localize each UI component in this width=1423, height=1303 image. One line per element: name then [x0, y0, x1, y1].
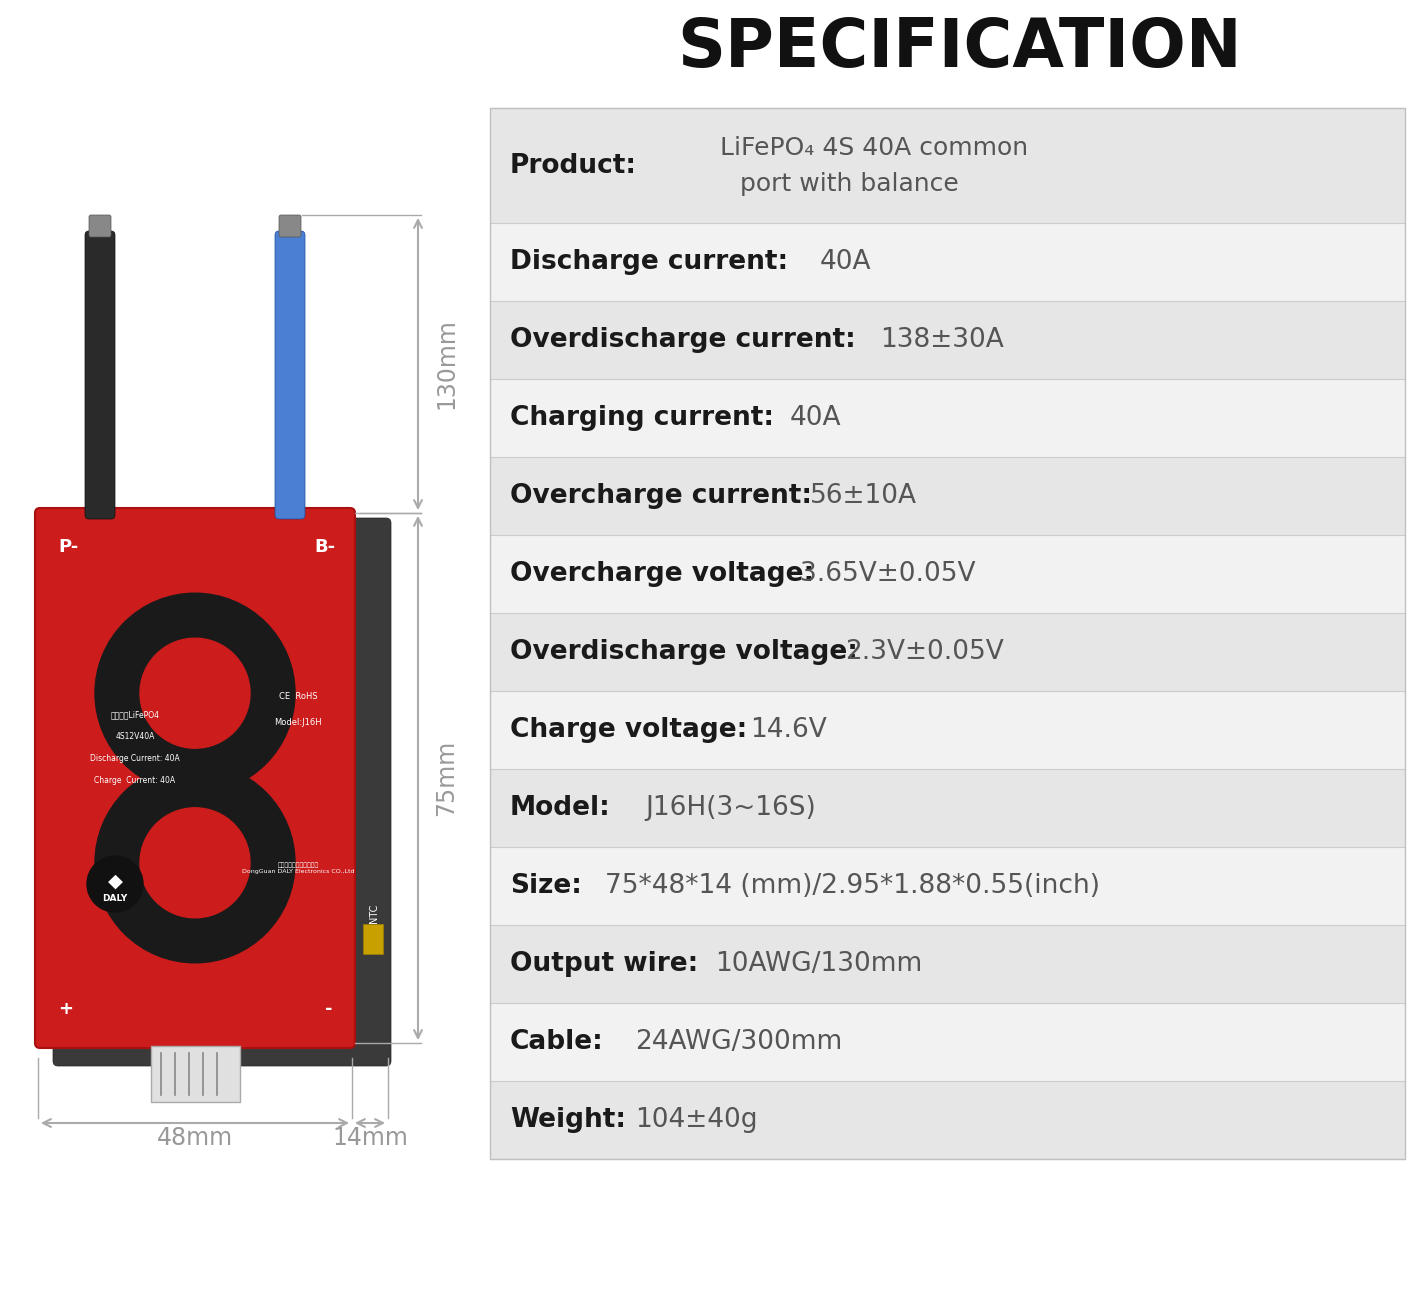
Text: Product:: Product: [509, 152, 638, 179]
Text: NTC: NTC [369, 903, 379, 923]
Bar [490, 108, 1405, 1158]
FancyBboxPatch shape [90, 215, 111, 237]
Text: CE  RoHS: CE RoHS [279, 692, 317, 701]
Bar [490, 1003, 1405, 1081]
Bar [490, 457, 1405, 536]
FancyBboxPatch shape [53, 519, 391, 1066]
Circle shape [139, 808, 250, 917]
Circle shape [87, 856, 142, 912]
Text: 14mm: 14mm [332, 1126, 408, 1151]
Text: 56±10A: 56±10A [810, 483, 916, 509]
Bar [490, 301, 1405, 379]
Text: Charge voltage:: Charge voltage: [509, 717, 747, 743]
Text: +: + [58, 999, 73, 1018]
FancyBboxPatch shape [279, 215, 302, 237]
Text: Charging current:: Charging current: [509, 405, 774, 431]
Text: 48mm: 48mm [157, 1126, 233, 1151]
Text: Overcharge voltage:: Overcharge voltage: [509, 562, 814, 586]
Text: Output wire:: Output wire: [509, 951, 699, 977]
Text: 4S12V40A: 4S12V40A [115, 732, 155, 741]
Bar [490, 223, 1405, 301]
Text: 40A: 40A [820, 249, 871, 275]
Text: Model:J16H: Model:J16H [275, 718, 322, 727]
Text: -: - [324, 999, 332, 1018]
FancyBboxPatch shape [85, 231, 115, 519]
Text: 10AWG/130mm: 10AWG/130mm [714, 951, 922, 977]
Bar [490, 536, 1405, 612]
Text: 磷酸铁锂LiFePO4: 磷酸铁锂LiFePO4 [111, 710, 159, 719]
Text: Overdischarge voltage:: Overdischarge voltage: [509, 638, 858, 665]
Text: Size:: Size: [509, 873, 582, 899]
Text: 40A: 40A [790, 405, 841, 431]
Text: port with balance: port with balance [740, 172, 959, 195]
Text: Overcharge current:: Overcharge current: [509, 483, 813, 509]
FancyBboxPatch shape [151, 1046, 240, 1102]
Text: Discharge current:: Discharge current: [509, 249, 788, 275]
Text: DALY: DALY [102, 894, 128, 903]
Text: 75mm: 75mm [434, 740, 458, 816]
Circle shape [95, 762, 295, 963]
Text: Overdischarge current:: Overdischarge current: [509, 327, 855, 353]
Circle shape [139, 638, 250, 748]
Text: 2.3V±0.05V: 2.3V±0.05V [845, 638, 1003, 665]
Bar [490, 769, 1405, 847]
Text: 14.6V: 14.6V [750, 717, 827, 743]
Text: LiFePO₄ 4S 40A common: LiFePO₄ 4S 40A common [720, 136, 1029, 159]
Text: B-: B- [314, 538, 334, 556]
Circle shape [95, 593, 295, 794]
FancyBboxPatch shape [275, 231, 305, 519]
Bar [490, 379, 1405, 457]
Bar [490, 612, 1405, 691]
Text: 3.65V±0.05V: 3.65V±0.05V [800, 562, 976, 586]
Text: Model:: Model: [509, 795, 610, 821]
FancyBboxPatch shape [36, 508, 354, 1048]
Text: J16H(3~16S): J16H(3~16S) [645, 795, 815, 821]
FancyBboxPatch shape [363, 924, 383, 954]
Text: 138±30A: 138±30A [879, 327, 1003, 353]
Text: 75*48*14 (mm)/2.95*1.88*0.55(inch): 75*48*14 (mm)/2.95*1.88*0.55(inch) [605, 873, 1100, 899]
Bar [490, 691, 1405, 769]
Text: 130mm: 130mm [434, 318, 458, 409]
Bar [490, 925, 1405, 1003]
Text: P-: P- [58, 538, 78, 556]
Text: 24AWG/300mm: 24AWG/300mm [635, 1029, 842, 1055]
Bar [490, 108, 1405, 223]
Bar [490, 1081, 1405, 1158]
Text: Charge  Current: 40A: Charge Current: 40A [94, 775, 175, 784]
Bar [490, 847, 1405, 925]
Text: Discharge Current: 40A: Discharge Current: 40A [90, 754, 179, 762]
Text: 104±40g: 104±40g [635, 1108, 757, 1134]
Text: Weight:: Weight: [509, 1108, 626, 1134]
Text: 东莞市达律电子有限公司
DongGuan DALY Electronics CO.,Ltd: 东莞市达律电子有限公司 DongGuan DALY Electronics CO… [242, 863, 354, 874]
Text: Cable:: Cable: [509, 1029, 603, 1055]
Text: ◆: ◆ [108, 872, 122, 890]
Text: SPECIFICATION: SPECIFICATION [677, 16, 1242, 81]
